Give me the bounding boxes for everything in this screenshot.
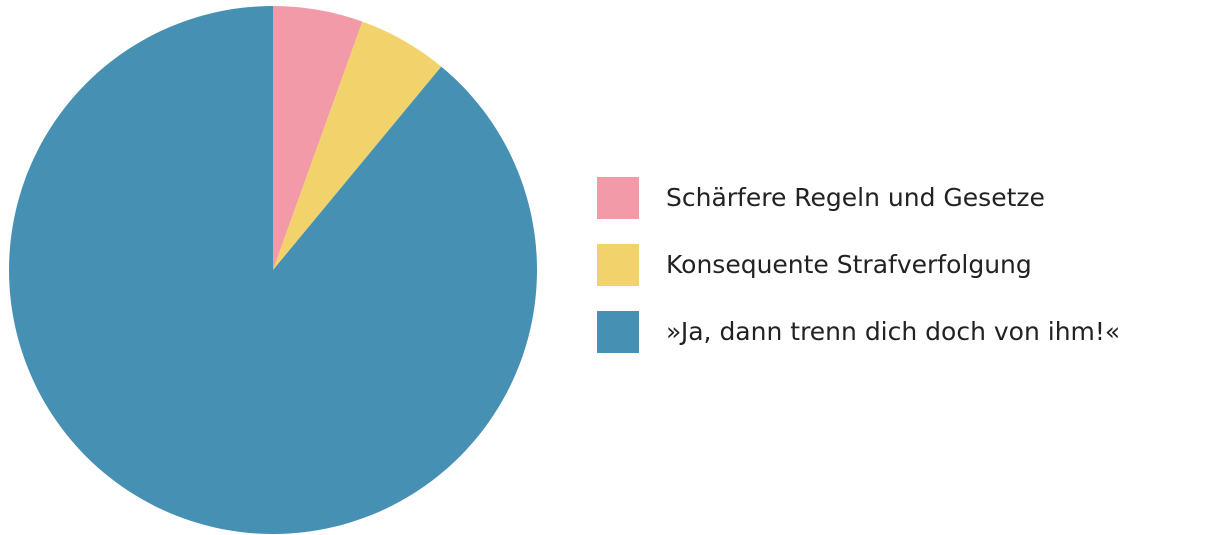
legend-swatch — [597, 311, 639, 353]
legend-swatch — [597, 177, 639, 219]
legend-label: Konsequente Strafverfolgung — [666, 250, 1032, 279]
pie-slice — [273, 21, 442, 270]
legend-label: Schärfere Regeln und Gesetze — [666, 183, 1045, 212]
pie-slice — [9, 6, 538, 534]
legend-label: »Ja, dann trenn dich doch von ihm!« — [666, 317, 1120, 346]
legend-swatch — [597, 244, 639, 286]
pie-slice — [273, 6, 363, 270]
